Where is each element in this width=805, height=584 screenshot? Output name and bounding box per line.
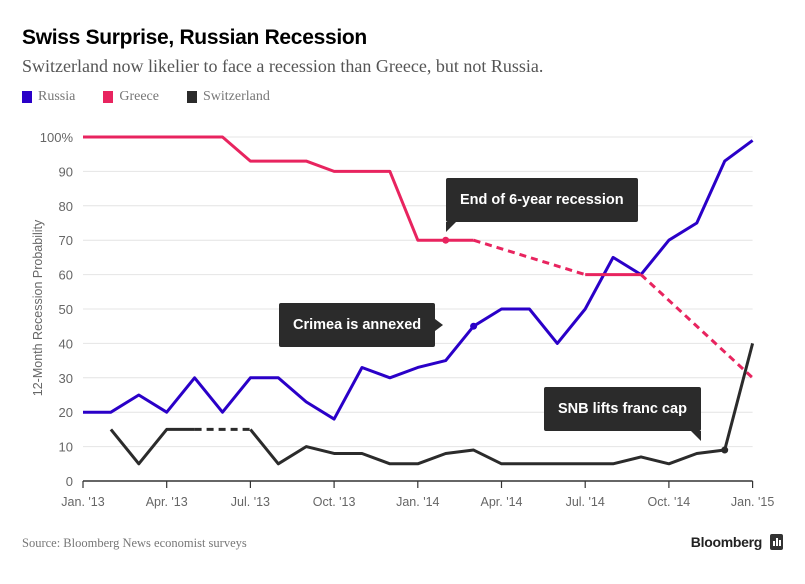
legend-item-russia: Russia — [22, 89, 75, 105]
chart-subtitle: Switzerland now likelier to face a reces… — [22, 56, 544, 76]
x-tick-label: Apr. '14 — [481, 495, 523, 509]
y-tick-label: 60 — [59, 268, 73, 283]
annotation-marker — [442, 236, 450, 244]
legend: Russia Greece Switzerland — [22, 89, 270, 105]
x-tick-label: Jan. '15 — [731, 495, 774, 509]
legend-swatch-switzerland — [186, 91, 197, 103]
annotation-pointer — [446, 222, 456, 232]
y-tick-label: 40 — [59, 336, 73, 351]
legend-label-switzerland: Switzerland — [202, 89, 270, 104]
y-tick-label: 50 — [59, 302, 73, 317]
annotation-crimea-annexed: Crimea is annexed — [279, 303, 436, 347]
y-tick-label: 100% — [40, 130, 74, 145]
y-tick-label: 80 — [59, 199, 73, 214]
legend-item-greece: Greece — [103, 89, 159, 105]
x-tick-label: Oct. '14 — [648, 495, 691, 509]
series-line-switzerland — [109, 427, 195, 466]
annotation-pointer — [435, 319, 443, 331]
series-line-switzerland — [249, 343, 755, 466]
x-tick-label: Jan. '14 — [396, 495, 439, 509]
series-dashed-greece — [639, 273, 754, 379]
y-tick-label: 0 — [66, 474, 73, 489]
annotation-greece-recession-end: End of 6-year recession — [446, 178, 638, 222]
y-axis-label: 12-Month Recession Probability — [31, 219, 45, 396]
legend-label-russia: Russia — [38, 89, 76, 104]
source-note: Source: Bloomberg News economist surveys — [22, 536, 247, 550]
chart-title: Swiss Surprise, Russian Recession — [22, 26, 367, 49]
annotation-marker — [721, 446, 729, 454]
brand-logo: Bloomberg — [691, 534, 783, 550]
series-line-greece — [83, 135, 474, 242]
legend-swatch-russia — [22, 91, 32, 103]
x-tick-label: Jan. '13 — [61, 495, 104, 509]
series-dashed-greece — [473, 238, 586, 277]
x-tick-label: Apr. '13 — [146, 495, 188, 509]
y-tick-label: 20 — [59, 405, 73, 420]
legend-item-switzerland: Switzerland — [186, 89, 270, 105]
legend-label-greece: Greece — [119, 89, 159, 104]
bloomberg-chart-icon — [770, 534, 783, 550]
x-tick-label: Oct. '13 — [313, 495, 356, 509]
annotation-snb-franc-cap: SNB lifts franc cap — [544, 387, 701, 431]
y-tick-label: 90 — [59, 164, 73, 179]
annotation-marker — [470, 322, 478, 330]
y-tick-label: 70 — [59, 233, 73, 248]
y-tick-label: 10 — [59, 440, 73, 455]
annotation-pointer — [691, 431, 701, 441]
series-line-russia — [83, 139, 754, 421]
legend-swatch-greece — [103, 91, 114, 103]
brand-name: Bloomberg — [690, 534, 763, 550]
x-tick-label: Jul. '14 — [566, 495, 605, 509]
x-tick-label: Jul. '13 — [231, 495, 270, 509]
y-tick-label: 30 — [59, 371, 73, 386]
